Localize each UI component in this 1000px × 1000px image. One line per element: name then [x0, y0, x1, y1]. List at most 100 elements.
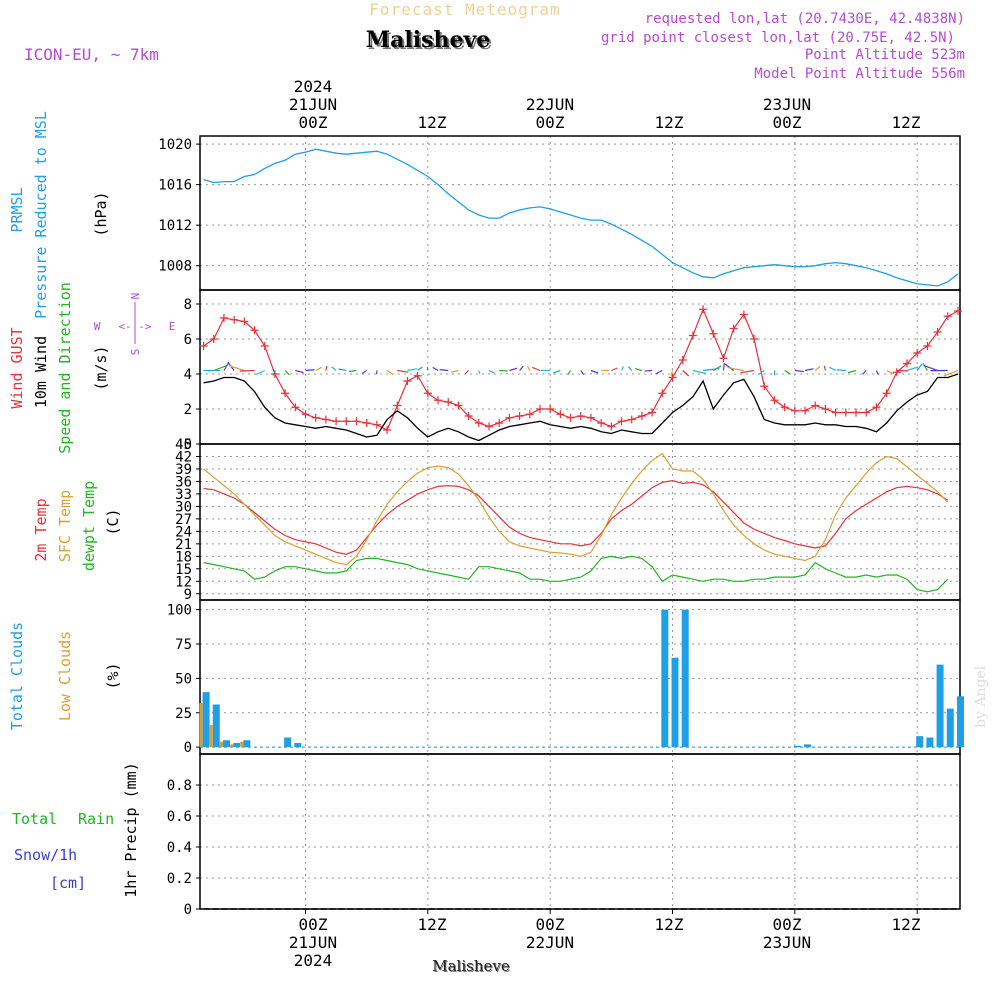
wind-direction-arrow: [655, 369, 663, 375]
y-tick-label: 6: [184, 332, 192, 348]
gust-point: [464, 412, 473, 420]
y-tick-label: 50: [175, 671, 192, 687]
gust-point: [556, 410, 565, 419]
gust-point: [811, 401, 820, 410]
y-tick-label: 8: [184, 297, 192, 313]
gust-point: [852, 408, 861, 417]
gust-point: [780, 403, 789, 412]
top-tick-00z-1: 00Z: [299, 113, 328, 132]
precip-total-label: Total: [12, 810, 57, 828]
wind-direction-arrow: [407, 368, 418, 372]
direction-label: Speed and Direction: [56, 282, 74, 454]
gust-point: [434, 396, 443, 405]
gust-point: [291, 403, 300, 412]
wind-direction-arrow: [828, 366, 836, 372]
top-tick-12z-1: 12Z: [418, 113, 447, 132]
footer-location-front: Malisheve: [432, 957, 510, 975]
y-tick-label: 1012: [158, 218, 192, 234]
gust-point: [770, 396, 779, 405]
total-cloud-bar: [671, 657, 679, 748]
sfc-temp-line: [203, 452, 949, 566]
bottom-tick-12z-3: 12Z: [892, 915, 921, 934]
wind-direction-arrow: [804, 368, 814, 372]
top-tick-00z-3: 00Z: [773, 113, 802, 132]
wind-direction-arrow: [906, 366, 919, 372]
wind-direction-arrow: [758, 370, 765, 376]
wind-direction-arrow: [295, 369, 304, 374]
wind-direction-arrow: [916, 363, 923, 371]
gust-point: [688, 331, 697, 340]
bottom-tick-00z-1: 00Z: [299, 915, 328, 934]
gust-point: [372, 420, 381, 429]
gust-point: [821, 405, 830, 413]
wind-direction-arrow: [567, 370, 572, 375]
gust-point: [393, 401, 402, 410]
gust-point: [281, 389, 290, 398]
model-label: ICON-EU, ~ 7km: [24, 45, 159, 64]
gust-point: [648, 408, 657, 417]
y-tick-label: 75: [175, 637, 192, 653]
dewpt-line: [203, 555, 949, 593]
wind-direction-arrow: [239, 369, 255, 372]
gust-point: [219, 314, 228, 322]
y-tick-label: 36: [175, 474, 192, 490]
y-tick-label: 25: [175, 706, 192, 722]
gust-point: [729, 324, 738, 333]
bottom-year: 2024: [294, 951, 333, 970]
wind-direction-arrow: [794, 369, 804, 373]
bottom-date-2: 22JUN: [526, 933, 574, 952]
gust-point: [678, 356, 687, 364]
info-line-3: Point Altitude 523m: [805, 47, 965, 63]
gust-point: [209, 335, 218, 343]
wind-direction-arrow: [417, 366, 423, 371]
precip-rain-label: Rain: [78, 810, 114, 828]
wind-direction-arrow: [682, 370, 690, 377]
gust-point: [250, 326, 259, 335]
main-title: Forecast Meteogram: [369, 0, 560, 19]
total-cloud-bar: [243, 740, 251, 748]
panel-frame-precip: [199, 753, 961, 910]
gust-point: [383, 426, 392, 434]
precip-cm-label: [cm]: [50, 874, 86, 892]
total-cloud-bar: [804, 744, 812, 748]
gust-point: [230, 315, 239, 324]
total-cloud-bar: [793, 745, 801, 748]
total-cloud-bar: [926, 737, 934, 748]
y-tick-label: 1008: [158, 259, 192, 275]
wind-direction-arrow: [727, 367, 744, 372]
gust-point: [311, 413, 320, 422]
gust-point: [535, 405, 544, 413]
gust-point: [882, 389, 891, 398]
wind-direction-arrow: [331, 366, 337, 371]
gust-point: [943, 312, 952, 321]
y-tick-label: 0: [184, 437, 192, 453]
wind-direction-arrow: [464, 370, 470, 375]
total-cloud-bar: [946, 708, 954, 748]
compass-north: N: [129, 293, 142, 300]
y-tick-label: 0.2: [167, 871, 192, 887]
wind-direction-arrow: [692, 369, 706, 374]
gust-point: [495, 419, 504, 427]
dewpt-label: dewpt Temp: [80, 481, 98, 571]
gust-point: [709, 329, 718, 338]
gust-point: [872, 403, 881, 412]
gust-point: [525, 410, 534, 419]
t2m-label: 2m Temp: [32, 498, 50, 561]
compass-east: E: [169, 320, 176, 333]
y-tick-label: 9: [184, 587, 192, 603]
total-cloud-bar: [233, 743, 241, 748]
total-cloud-bar: [284, 737, 292, 748]
gust-point: [576, 412, 585, 420]
gust-point: [801, 406, 810, 415]
gust-point: [566, 413, 575, 422]
wind-direction-arrow: [229, 365, 245, 372]
gust-point: [423, 389, 432, 398]
sfc-label: SFC Temp: [56, 490, 74, 562]
clouds-unit: (%): [104, 662, 122, 689]
wind-direction-arrow: [478, 370, 481, 374]
y-tick-label: 0: [184, 902, 192, 918]
wind-direction-arrow: [875, 370, 879, 375]
y-tick-label: 12: [175, 574, 192, 590]
gust-point: [953, 307, 962, 315]
